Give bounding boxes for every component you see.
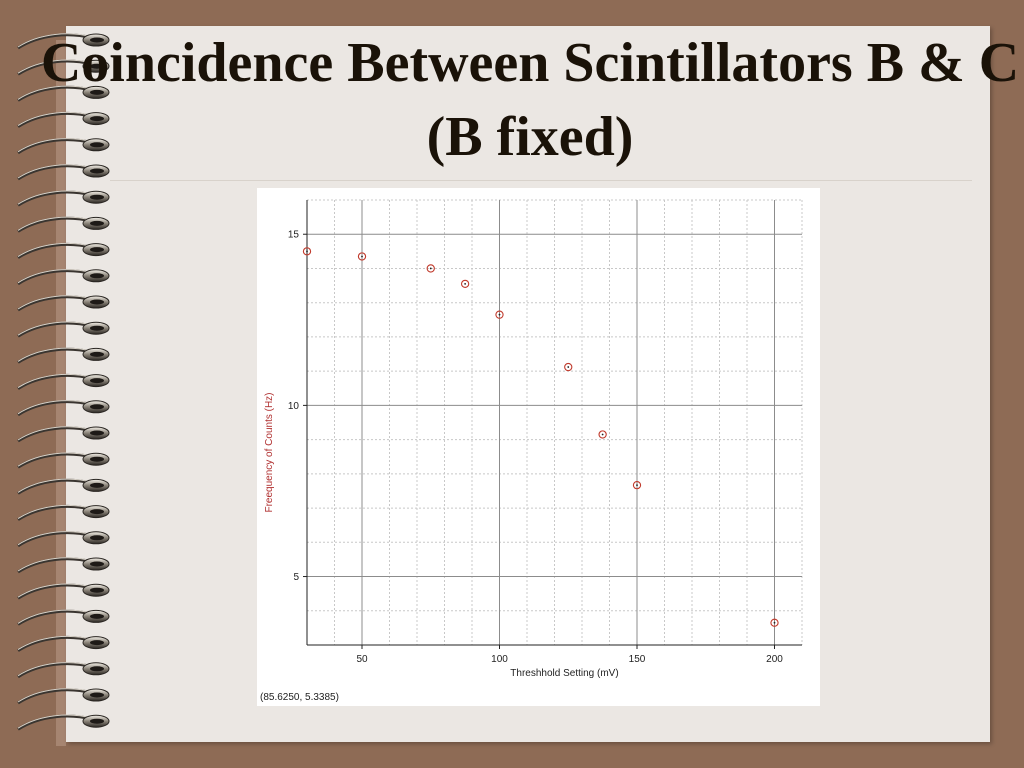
y-axis-label: Freequency of Counts (Hz) — [264, 392, 275, 512]
y-tick-label: 15 — [288, 230, 300, 241]
slide-title: Coincidence Between Scintillators B & C … — [40, 32, 1020, 168]
data-point — [564, 362, 573, 372]
y-tick-label: 10 — [288, 401, 300, 412]
data-point — [632, 480, 642, 490]
data-point — [357, 252, 367, 261]
title-divider — [110, 180, 972, 181]
spiral-binding-icon — [17, 33, 110, 731]
data-point — [495, 310, 504, 319]
x-tick-label: 200 — [766, 654, 783, 665]
x-tick-label: 150 — [629, 654, 646, 665]
data-point — [460, 279, 470, 289]
y-tick-label: 5 — [293, 572, 299, 583]
x-axis-label: Threshhold Setting (mV) — [510, 668, 618, 679]
data-point — [302, 247, 312, 256]
cursor-coordinate-readout: (85.6250, 5.3385) — [260, 692, 339, 703]
data-point — [770, 618, 779, 627]
data-point — [426, 264, 435, 273]
x-tick-label: 50 — [356, 654, 368, 665]
data-point — [598, 430, 607, 439]
chart-panel: 50 100 150 200 5 10 15 Threshhold Setting (mV)… — [257, 188, 820, 706]
scatter-chart: 50 100 150 200 5 10 15 Threshhold Setting (mV)… — [264, 199, 803, 679]
x-tick-label: 100 — [491, 654, 508, 665]
page-stack-edge — [56, 40, 66, 746]
